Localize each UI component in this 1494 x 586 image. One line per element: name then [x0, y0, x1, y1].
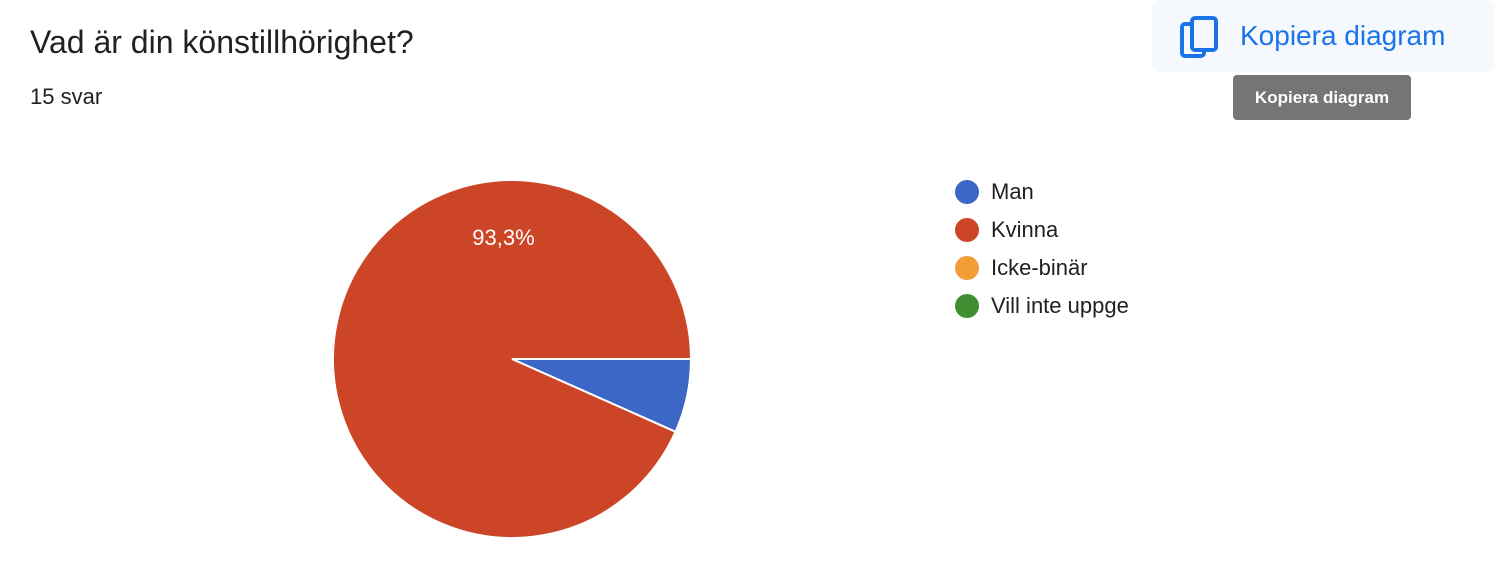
chart-legend: Man Kvinna Icke-binär Vill inte uppge	[955, 174, 1129, 326]
legend-item: Kvinna	[955, 212, 1129, 250]
copy-icon	[1180, 16, 1218, 58]
pie-chart: 93,3%	[332, 179, 693, 539]
copy-chart-label: Kopiera diagram	[1240, 20, 1446, 51]
copy-chart-tooltip: Kopiera diagram	[1233, 75, 1411, 120]
copy-chart-button[interactable]: Kopiera diagram	[1152, 0, 1494, 72]
legend-swatch	[955, 294, 979, 318]
response-count: 15 svar	[30, 84, 103, 109]
pie-data-label: 93,3%	[472, 225, 534, 250]
legend-item: Icke-binär	[955, 250, 1129, 288]
legend-label: Icke-binär	[991, 255, 1088, 280]
pie-slice-kvinna	[332, 179, 693, 539]
legend-label: Kvinna	[991, 217, 1059, 242]
legend-item: Vill inte uppge	[955, 288, 1129, 326]
legend-swatch	[955, 256, 979, 280]
legend-label: Vill inte uppge	[991, 293, 1129, 318]
legend-label: Man	[991, 179, 1034, 204]
page-title: Vad är din könstillhörighet?	[30, 24, 414, 60]
legend-item: Man	[955, 174, 1129, 212]
legend-swatch	[955, 218, 979, 242]
legend-swatch	[955, 180, 979, 204]
